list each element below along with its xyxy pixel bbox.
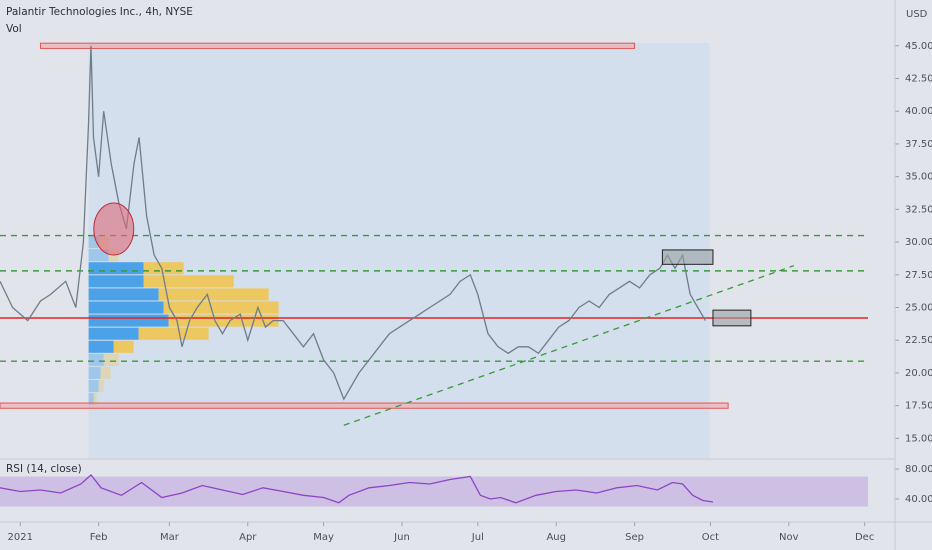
profile-down — [98, 379, 104, 393]
rsi-title: RSI (14, close) — [6, 463, 82, 475]
profile-region — [88, 43, 710, 458]
y-unit: USD — [906, 9, 928, 20]
y-tick-label: 35.00 — [905, 172, 932, 183]
profile-up — [88, 301, 164, 314]
profile-up — [88, 288, 159, 301]
rsi-band — [0, 476, 868, 507]
profile-up — [88, 249, 109, 262]
x-tick-label: Sep — [625, 532, 644, 543]
x-tick-label: Nov — [779, 532, 799, 543]
gray-box — [661, 249, 714, 265]
y-tick-label: 27.50 — [905, 270, 932, 281]
profile-up — [88, 393, 94, 406]
y-tick-label: 42.50 — [905, 74, 932, 85]
x-tick-label: Apr — [239, 532, 257, 543]
y-tick-label: 45.00 — [905, 41, 932, 52]
price-line — [0, 45, 706, 401]
profile-down — [93, 393, 97, 406]
y-tick-label: 80.00 — [905, 464, 932, 475]
y-tick-label: 37.50 — [905, 139, 932, 150]
y-tick-label: 17.50 — [905, 401, 932, 412]
profile-up — [88, 236, 99, 249]
profile-down — [163, 301, 279, 314]
profile-down — [168, 314, 279, 327]
profile-down — [143, 262, 184, 275]
profile-down — [100, 366, 111, 379]
profile-up — [88, 379, 99, 393]
y-tick-label: 25.00 — [905, 303, 932, 314]
gray-box — [712, 309, 752, 327]
profile-up — [88, 340, 114, 353]
x-tick-label: Jun — [393, 532, 410, 543]
y-tick-label: 40.00 — [905, 494, 932, 505]
x-tick-label: Dec — [855, 532, 874, 543]
profile-up — [88, 327, 139, 340]
x-tick-label: May — [313, 532, 334, 543]
profile-down — [143, 275, 234, 288]
chart-title: Palantir Technologies Inc., 4h, NYSE — [6, 6, 193, 18]
trendline — [343, 265, 795, 426]
y-tick-label: 32.50 — [905, 204, 932, 215]
x-tick-label: Jul — [471, 532, 484, 543]
x-tick-label: 2021 — [7, 532, 32, 543]
x-tick-label: Oct — [702, 532, 719, 543]
profile-down — [113, 340, 134, 353]
zone-box — [39, 42, 636, 49]
subtitle: Vol — [6, 23, 22, 35]
y-tick-label: 15.00 — [905, 433, 932, 444]
x-tick-label: Feb — [90, 532, 108, 543]
profile-up — [88, 314, 169, 327]
profile-up — [88, 353, 104, 366]
zone-box — [0, 402, 729, 409]
profile-up — [88, 275, 144, 288]
profile-down — [103, 353, 119, 366]
highlight-circle — [93, 202, 135, 256]
profile-down — [158, 288, 269, 301]
y-tick-label: 22.50 — [905, 335, 932, 346]
price-line — [0, 474, 714, 504]
profile-up — [88, 366, 101, 379]
x-tick-label: Mar — [160, 532, 180, 543]
x-tick-label: Aug — [546, 532, 566, 543]
y-tick-label: 20.00 — [905, 368, 932, 379]
profile-down — [138, 327, 209, 340]
y-tick-label: 40.00 — [905, 106, 932, 117]
profile-up — [88, 262, 144, 275]
y-tick-label: 30.00 — [905, 237, 932, 248]
